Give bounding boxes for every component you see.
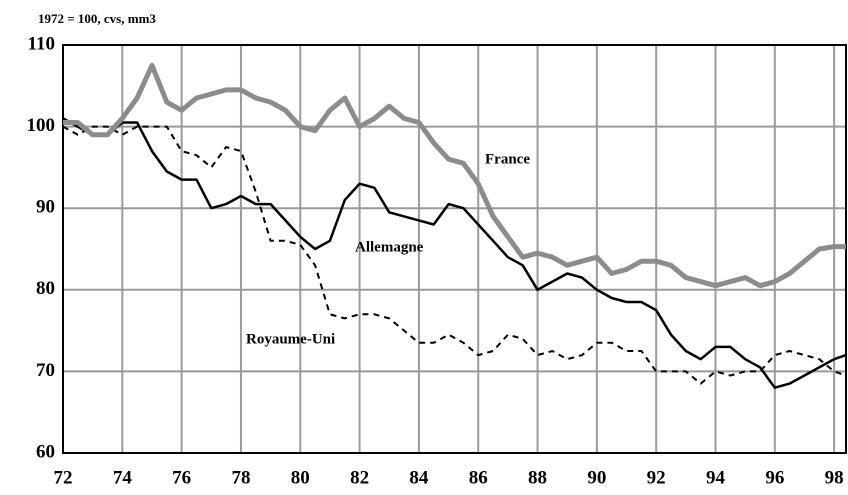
y-tick-label: 70 bbox=[36, 360, 55, 381]
y-tick-label: 60 bbox=[36, 441, 55, 462]
series-label: Royaume-Uni bbox=[246, 331, 335, 347]
series-label: Allemagne bbox=[355, 239, 424, 255]
x-tick-label: 76 bbox=[172, 467, 191, 488]
series-line bbox=[62, 117, 847, 389]
x-tick-label: 82 bbox=[350, 467, 369, 488]
x-tick-label: 84 bbox=[409, 467, 429, 488]
x-tick-label: 92 bbox=[647, 467, 666, 488]
plot-frame bbox=[62, 44, 847, 454]
x-tick-label: 74 bbox=[113, 467, 133, 488]
x-tick-label: 80 bbox=[291, 467, 310, 488]
plot: 60 70 80 90 100 110 72 74 76 78 80 82 84 86 88 90 92 94 96… bbox=[27, 33, 847, 488]
y-tick-label: 80 bbox=[36, 278, 55, 299]
x-tick-label: 96 bbox=[765, 467, 784, 488]
x-tick-label: 72 bbox=[54, 467, 73, 488]
y-tick-label: 110 bbox=[28, 33, 55, 54]
subtitle: 1972 = 100, cvs, mm3 bbox=[38, 11, 156, 26]
x-tick-label: 90 bbox=[587, 467, 606, 488]
x-tick-label: 94 bbox=[706, 467, 726, 488]
y-tick-label: 90 bbox=[36, 197, 55, 218]
y-tick-label: 100 bbox=[27, 115, 56, 136]
x-tick-label: 98 bbox=[825, 467, 844, 488]
x-tick-label: 78 bbox=[231, 467, 250, 488]
series-line bbox=[63, 62, 846, 289]
x-tick-label: 86 bbox=[469, 467, 488, 488]
series-label: France bbox=[485, 151, 530, 167]
series-line bbox=[62, 125, 847, 385]
x-tick-label: 88 bbox=[528, 467, 547, 488]
